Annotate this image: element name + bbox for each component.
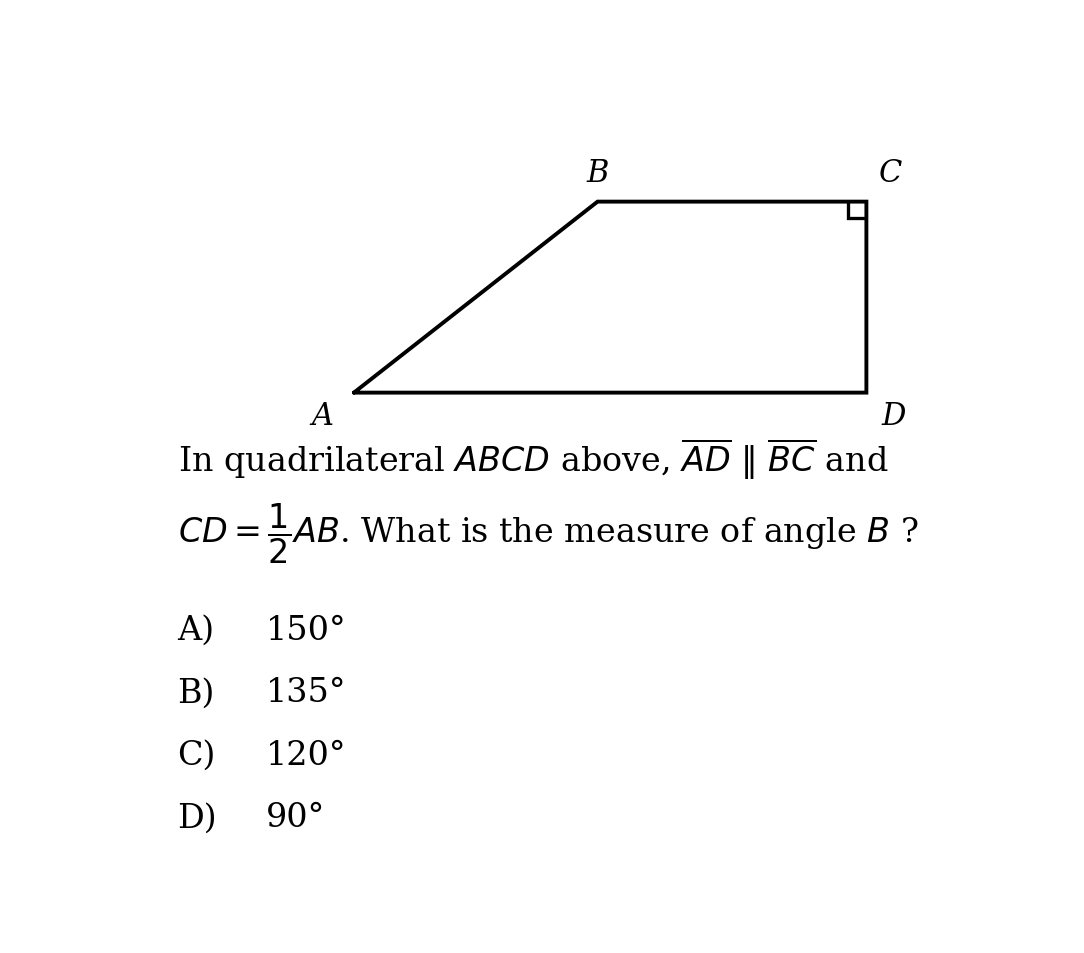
Text: D): D) <box>178 801 217 834</box>
Text: A): A) <box>178 615 215 646</box>
Text: 90°: 90° <box>266 801 325 834</box>
Text: 135°: 135° <box>266 677 346 709</box>
Text: 150°: 150° <box>266 615 347 646</box>
Text: B): B) <box>178 677 215 709</box>
Text: C): C) <box>178 740 216 771</box>
Text: $\mathit{CD} = \dfrac{1}{2}\mathit{AB}$. What is the measure of angle $\mathit{B: $\mathit{CD} = \dfrac{1}{2}\mathit{AB}$.… <box>178 501 918 566</box>
Text: D: D <box>881 400 906 432</box>
Text: 120°: 120° <box>266 740 346 771</box>
Text: A: A <box>311 400 333 432</box>
Text: C: C <box>879 158 902 190</box>
Text: In quadrilateral $\mathit{ABCD}$ above, $\overline{AD}$ $\|$ $\overline{BC}$ and: In quadrilateral $\mathit{ABCD}$ above, … <box>178 436 888 481</box>
Text: B: B <box>586 158 609 190</box>
